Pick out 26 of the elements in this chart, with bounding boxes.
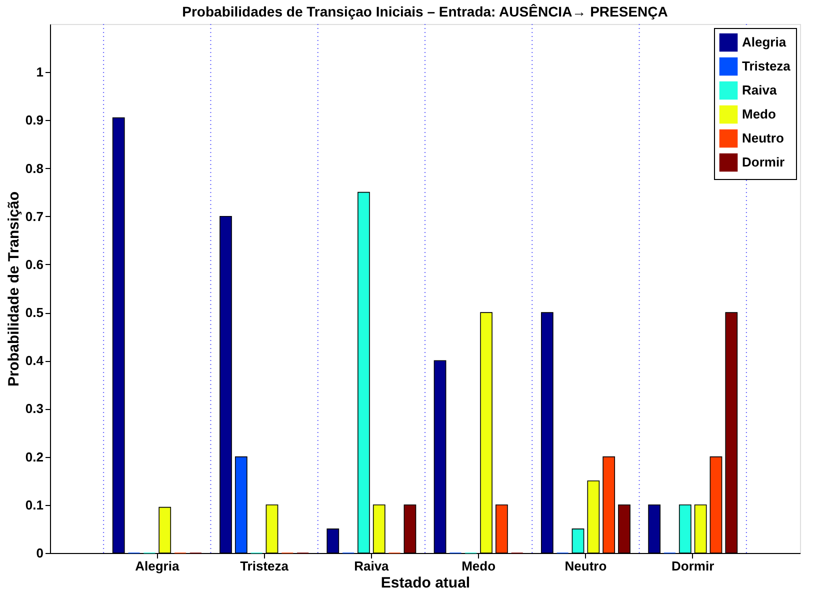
y-tick-label: 0.2 [25,449,44,464]
y-axis-title: Probabilidade de Transição [5,191,22,387]
x-tick-label: Raiva [354,558,390,574]
legend-label: Neutro [742,130,784,146]
y-tick-label: 0 [36,546,44,560]
x-tick-label: Tristeza [240,558,290,574]
y-tick-label: 1 [36,64,44,80]
y-tick-label: 0.3 [25,401,44,416]
y-tick-label: 0.6 [25,256,44,272]
y-tick-label: 0.4 [25,353,44,368]
y-tick-label: 0.8 [25,160,44,176]
y-tick-label: 0.1 [25,497,44,512]
x-tick-label: Dormir [672,558,714,574]
x-axis-title: Estado atual [380,574,470,592]
y-tick-label: 0.9 [25,112,44,128]
chart-title: Probabilidades de Transiçao Iniciais – Entrada: AUSÊNCIA→ PRESENÇA [182,4,668,20]
legend-label: Raiva [742,82,778,98]
legend-label: Tristeza [742,58,792,74]
x-tick-label: Medo [462,558,496,574]
y-tick-label: 0.7 [25,208,44,224]
x-tick-label: Neutro [564,558,607,574]
legend-label: Alegria [742,34,787,50]
y-tick-label: 0.5 [25,305,44,320]
legend-label: Dormir [742,154,785,170]
legend-label: Medo [742,106,776,122]
x-tick-label: Alegria [135,558,180,574]
